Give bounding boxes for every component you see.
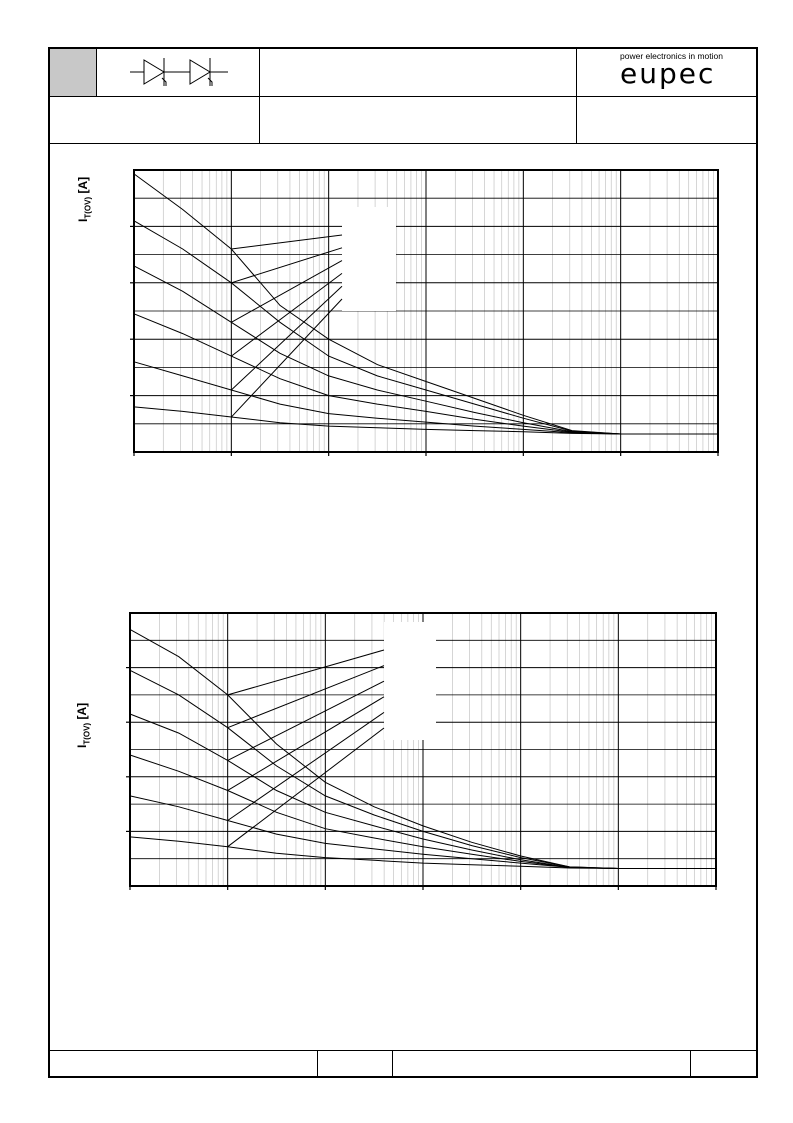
footer-divider — [317, 1050, 318, 1076]
legend-leader-line — [227, 711, 385, 821]
legend-leader-line — [230, 298, 343, 418]
series-line-6 — [129, 836, 716, 869]
plot-frame — [129, 612, 717, 887]
legend-leader-line — [227, 727, 385, 848]
header-divider — [50, 96, 756, 97]
footer-divider — [392, 1050, 393, 1076]
header-divider — [96, 49, 97, 96]
legend-leader-line — [231, 260, 343, 323]
header-divider — [50, 143, 756, 144]
page-frame — [48, 47, 758, 1078]
legend-leader-line — [227, 649, 385, 696]
footer-divider — [690, 1050, 691, 1076]
legend-box — [342, 207, 396, 311]
plot-frame — [133, 169, 719, 453]
brand-name: eupec — [620, 57, 716, 90]
legend-leader-line — [231, 272, 343, 357]
legend-leader-line — [227, 665, 385, 729]
legend-leader-line — [227, 680, 385, 761]
legend-leader-line — [231, 247, 343, 284]
legend-leader-line — [231, 234, 343, 250]
legend-box — [384, 622, 436, 740]
legend-leader-line — [230, 285, 343, 391]
series-line-6 — [133, 406, 718, 435]
brand-tagline: power electronics in motion — [620, 51, 723, 61]
header-grey-box — [50, 49, 96, 96]
legend-leader-line — [227, 696, 385, 791]
footer-divider — [50, 1050, 756, 1051]
